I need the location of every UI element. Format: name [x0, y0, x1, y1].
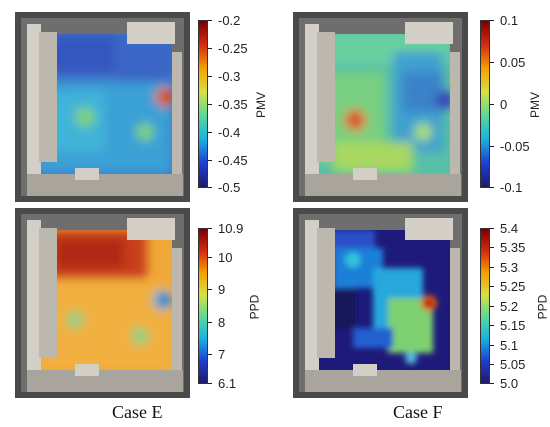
room-plan-e-pmv	[15, 12, 190, 202]
tick-label: 6.1	[218, 376, 237, 391]
tick-label: -0.4	[218, 125, 241, 140]
colorbar-gradient	[198, 20, 208, 188]
furniture-left-inner	[39, 32, 57, 162]
caption-case-f: Case F	[393, 402, 443, 422]
case-f-pmv-contour	[293, 12, 468, 202]
tick-label: -0.35	[218, 97, 248, 112]
colorbar-unit: PMV	[254, 91, 269, 119]
colorbar-unit: PPD	[247, 294, 262, 320]
tick-label: -0.45	[218, 153, 248, 168]
pmv-field-e	[37, 34, 172, 174]
tick-label: 0.05	[500, 55, 526, 70]
tick-label: 5.0	[500, 376, 519, 391]
tick-label: 5.3	[500, 260, 519, 275]
furniture-bottom	[75, 168, 99, 180]
colorbar-unit: PMV	[528, 91, 543, 119]
ppd-field-f	[315, 230, 450, 370]
room-plan-f-pmv	[293, 12, 468, 202]
ppd-field-e	[37, 230, 172, 370]
case-e-pmv-contour	[15, 12, 190, 202]
case-e-ppd-contour	[15, 208, 190, 398]
tick-label: 7	[218, 347, 226, 362]
tick-label: 5.4	[500, 221, 519, 236]
tick-label: 0.1	[500, 13, 519, 28]
tick-label: -0.5	[218, 180, 241, 195]
tick-label: 0	[500, 97, 508, 112]
tick-label: 10	[218, 250, 233, 265]
furniture-top-right	[127, 22, 175, 44]
tick-label: -0.2	[218, 13, 241, 28]
tick-label: 10.9	[218, 221, 244, 236]
room-plan-f-ppd	[293, 208, 468, 398]
tick-label: -0.25	[218, 41, 248, 56]
furniture-left	[27, 24, 41, 174]
tick-label: -0.05	[500, 139, 530, 154]
tick-label: 5.2	[500, 299, 519, 314]
tick-label: 5.25	[500, 279, 526, 294]
pmv-field-f	[315, 34, 450, 174]
room-plan-e-ppd	[15, 208, 190, 398]
caption-case-e: Case E	[112, 402, 163, 422]
floor-strip	[27, 174, 183, 196]
tick-label: 5.05	[500, 357, 526, 372]
tick-label: 5.35	[500, 240, 526, 255]
tick-label: -0.3	[218, 69, 241, 84]
colorbar-unit: PPD	[535, 294, 550, 320]
wall-right	[172, 52, 182, 182]
tick-label: 8	[218, 315, 226, 330]
tick-label: 5.1	[500, 338, 519, 353]
tick-label: 9	[218, 282, 226, 297]
tick-label: -0.1	[500, 180, 523, 195]
case-f-ppd-contour	[293, 208, 468, 398]
tick-label: 5.15	[500, 318, 526, 333]
